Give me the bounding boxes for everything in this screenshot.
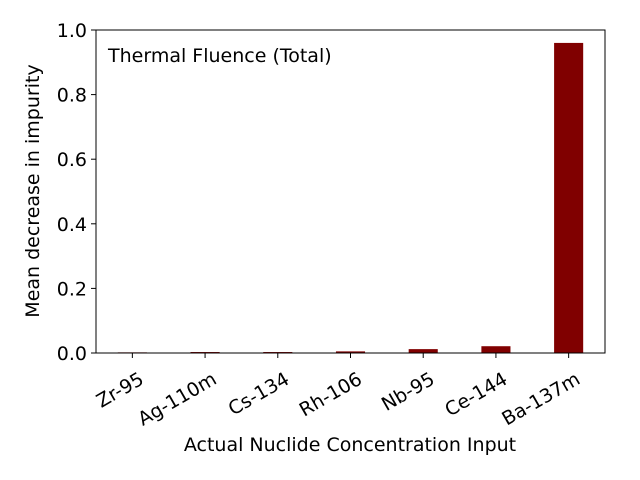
x-tick-label: Ag-110m	[134, 368, 220, 430]
x-tick-label: Zr-95	[93, 368, 148, 412]
bars	[117, 42, 584, 354]
y-tick-label: 0.6	[57, 149, 87, 171]
y-axis-label: Mean decrease in impurity	[22, 64, 44, 317]
x-tick-label: Cs-134	[225, 368, 293, 420]
chart-annotation: Thermal Fluence (Total)	[107, 45, 332, 67]
x-axis-label: Actual Nuclide Concentration Input	[184, 434, 516, 456]
y-tick-label: 0.0	[57, 343, 87, 365]
bar-nb-95	[408, 349, 438, 353]
bar-rh-106	[335, 351, 366, 353]
y-tick-label: 1.0	[57, 20, 87, 42]
x-tick-label: Nb-95	[378, 368, 439, 416]
x-tick-label: Rh-106	[296, 368, 366, 421]
plot-frame	[95, 29, 606, 354]
y-tick-label: 0.2	[57, 278, 87, 300]
y-tick-label: 0.8	[57, 85, 87, 107]
y-tick-label: 0.4	[57, 214, 87, 236]
bar-ce-144	[481, 346, 511, 353]
x-tick-label: Ba-137m	[498, 368, 584, 430]
bar-ba-137m	[554, 42, 584, 354]
y-axis-ticks: 0.0 0.2 0.4 0.6 0.8 1.0	[57, 20, 96, 365]
